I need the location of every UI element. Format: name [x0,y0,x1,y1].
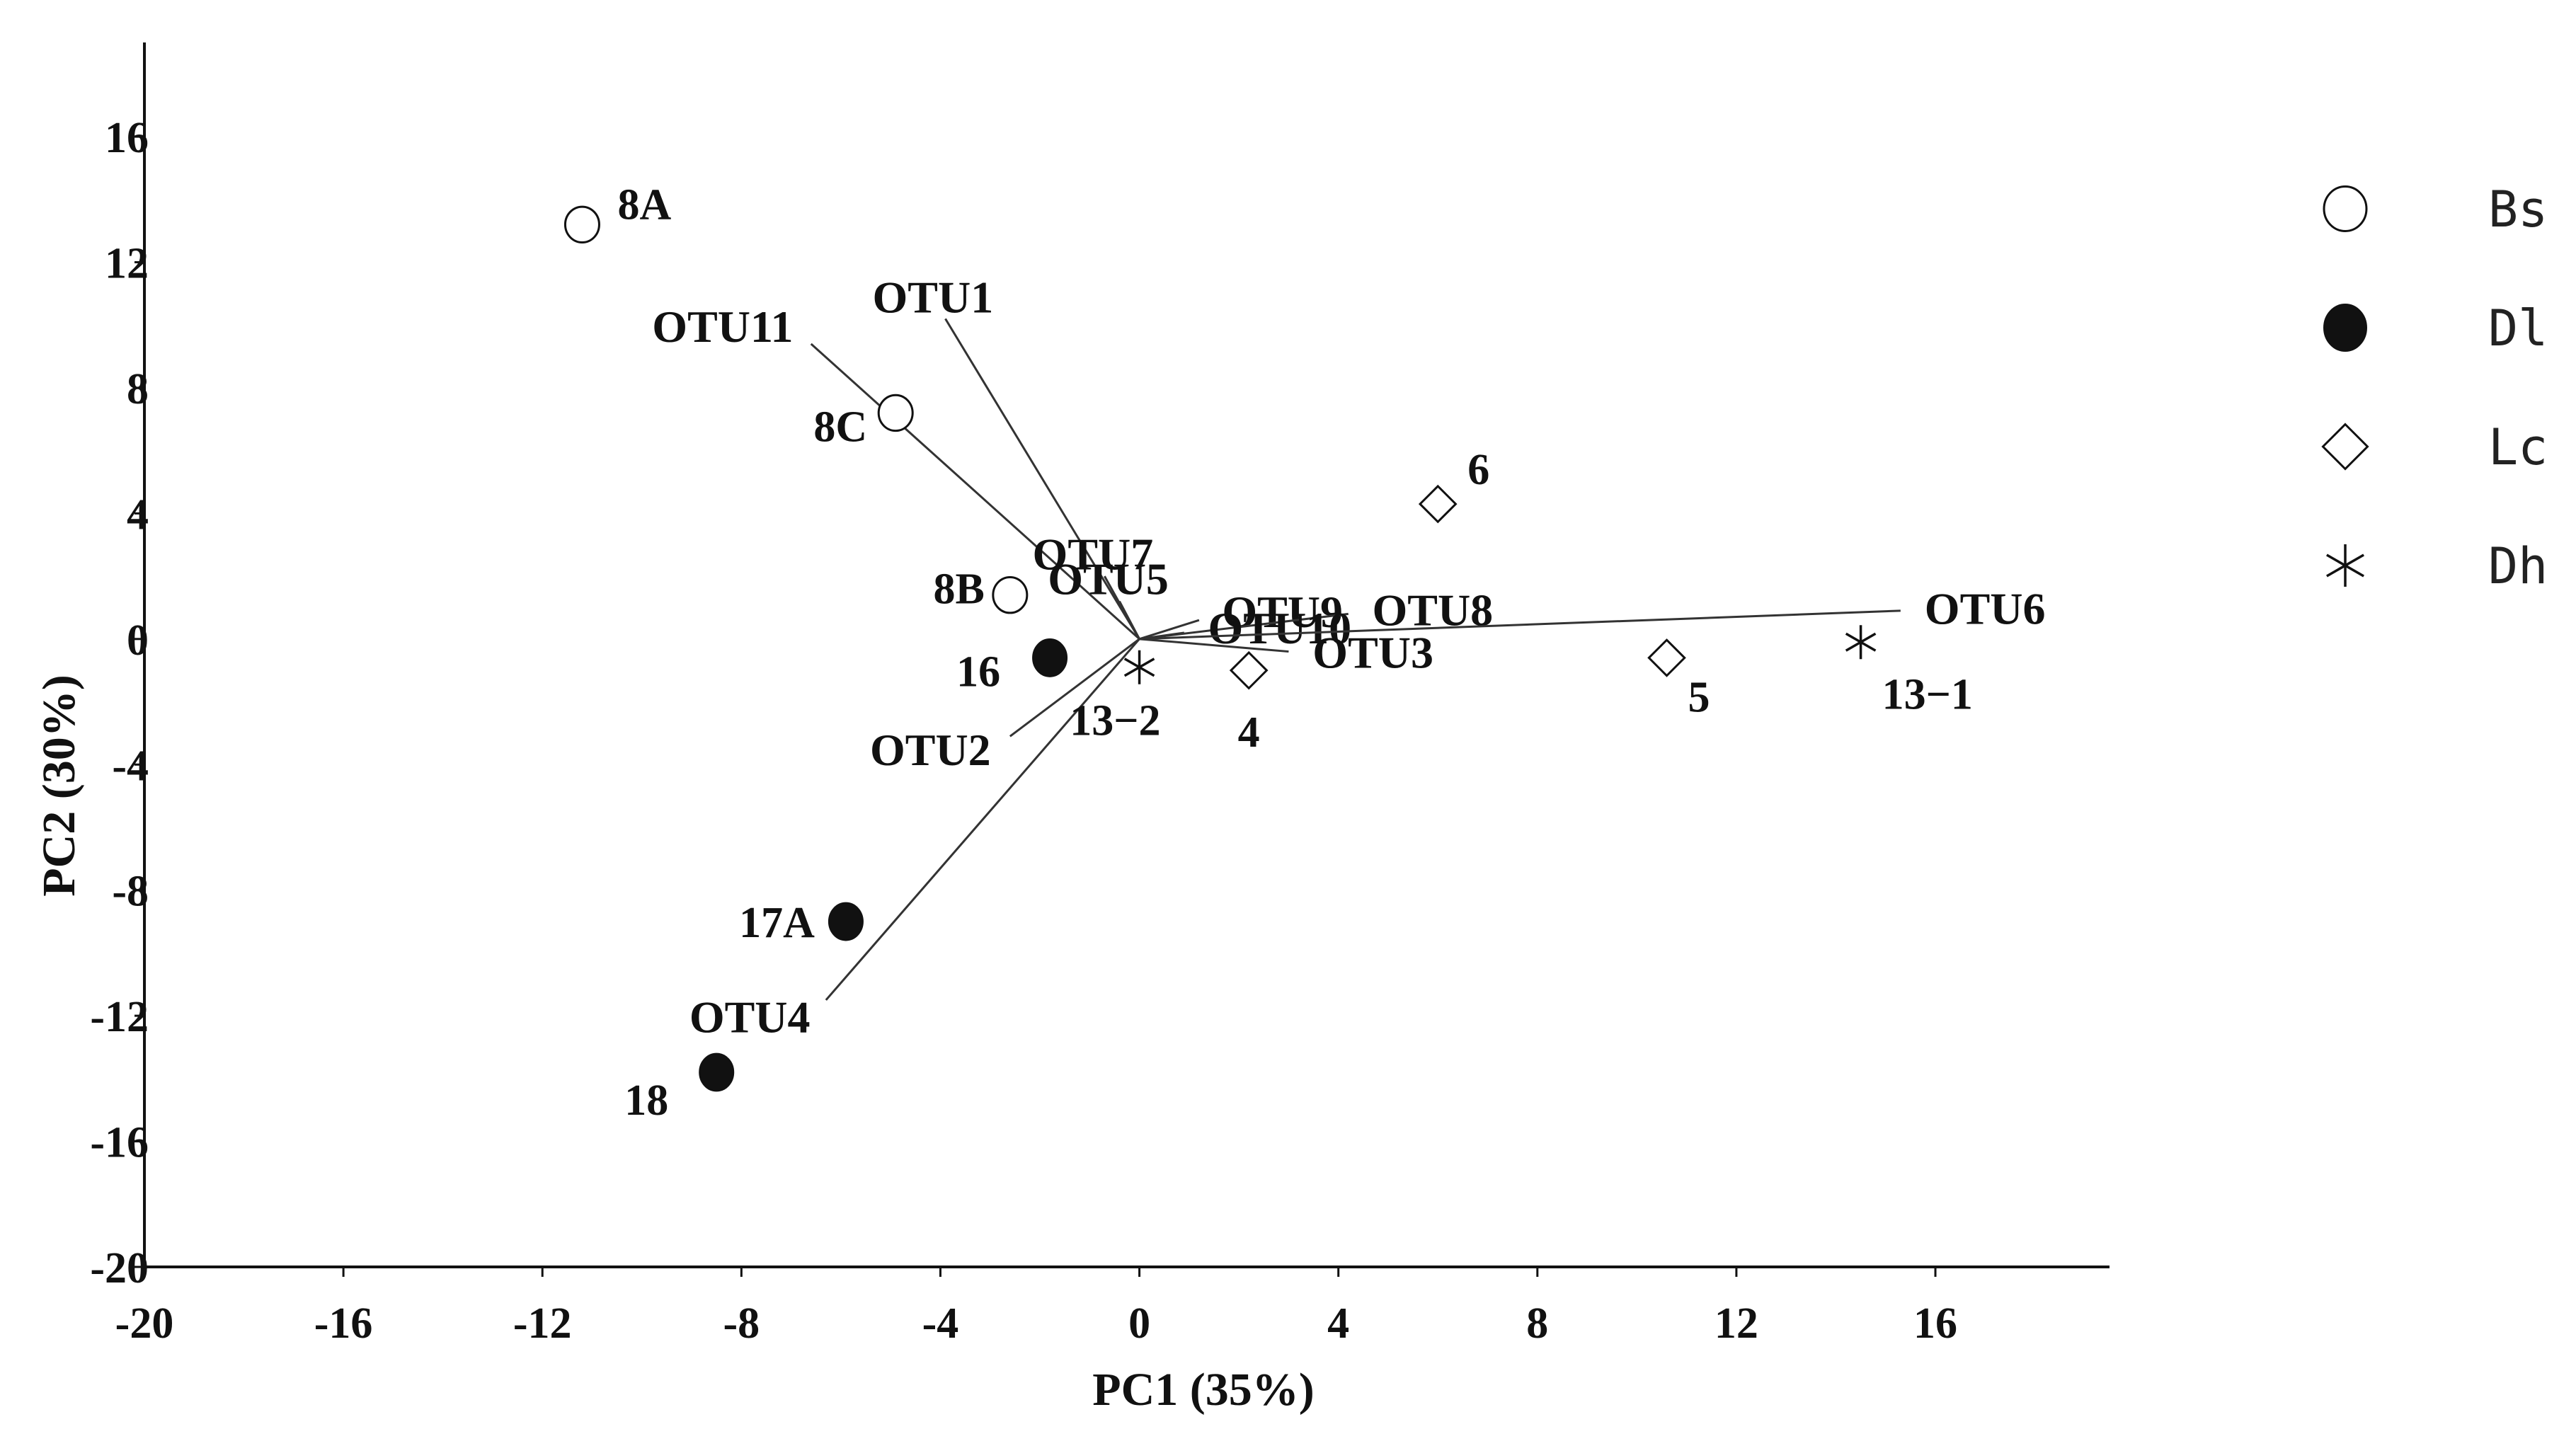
point-label: 8B [933,566,984,614]
loading-line-otu9 [1139,619,1200,641]
loading-line-otu3 [1139,638,1289,653]
x-tick-label: -12 [513,1299,572,1348]
point-dl-3 [699,1052,735,1092]
point-label: 6 [1467,446,1489,494]
legend-marker-lc [2321,423,2369,471]
y-tick-label: -8 [112,868,149,916]
point-lc-3 [1647,638,1686,677]
y-tick-label: -20 [90,1244,149,1292]
loading-label-otu2: OTU2 [870,725,991,775]
loading-line-otu11 [810,343,1140,640]
point-bs-2 [877,394,914,432]
tick-labels: -20 -16 -12 -8 -4 0 4 8 12 16 16 12 8 4 0 -4 -8 -12 -16 -20 [90,114,1957,1348]
loading-label-otu5: OTU5 [1048,554,1169,604]
point-bs-1 [563,205,600,243]
loading-label-otu3: OTU3 [1312,627,1433,677]
y-tick-label: 16 [105,114,149,162]
point-label: 4 [1238,708,1260,757]
point-label: 18 [624,1077,668,1125]
x-tick-label: 0 [1128,1299,1150,1348]
y-axis-title: PC2 (30%) [33,675,85,896]
point-label: 16 [956,648,1000,696]
y-tick-label: 8 [127,365,149,413]
loading-label-otu10: OTU10 [1208,603,1351,653]
y-tick-label: -16 [90,1119,149,1167]
legend-marker-dh [2326,544,2364,587]
x-tick-label: 16 [1913,1299,1957,1348]
x-tick-label: -8 [723,1299,760,1348]
point-dl-2 [828,902,864,941]
x-tick-label: 4 [1327,1299,1349,1348]
point-dl-1 [1032,638,1068,677]
x-tick-label: -20 [115,1299,174,1348]
sample-points: 8A 8C 8B 16 17A 18 6 4 5 13−2 13−1 [563,180,1973,1125]
legend-label-bs: Bs [2488,180,2548,239]
legend-label-dh: Dh [2488,537,2548,595]
loading-label-otu6: OTU6 [1925,584,2046,634]
point-label: 13−2 [1070,697,1160,745]
loading-label-otu9: OTU9 [1222,587,1343,637]
legend-label-dl: Dl [2488,299,2548,357]
loading-line-otu6 [1139,609,1901,641]
point-label: 17A [739,899,815,947]
legend-label-lc: Lc [2488,418,2548,476]
point-dh-2 [1845,625,1877,660]
y-tick-label: -12 [90,993,149,1041]
y-tick-label: 12 [105,240,149,288]
loading-label-otu1: OTU1 [873,272,994,322]
x-tick-label: -16 [314,1299,373,1348]
legend-marker-bs [2323,185,2368,232]
x-tick-label: -4 [922,1299,959,1348]
point-label: 8A [617,180,671,229]
tick-marks [134,135,1937,1277]
loading-line-otu2 [1009,638,1140,738]
point-label: 8C [813,403,867,451]
point-label: 13−1 [1882,670,1973,718]
point-lc-1 [1418,484,1458,524]
loading-line-otu5 [1118,600,1140,640]
x-tick-label: 12 [1715,1299,1758,1348]
y-tick-label: 4 [127,490,149,539]
loading-label-otu11: OTU11 [652,302,793,352]
y-tick-label: 0 [127,616,149,665]
axes [143,42,2110,1268]
x-tick-label: 8 [1526,1299,1548,1348]
y-tick-label: -4 [112,742,149,790]
loading-label-otu7: OTU7 [1033,529,1154,579]
loading-label-otu4: OTU4 [689,992,811,1043]
point-lc-2 [1229,650,1269,690]
point-label: 5 [1688,673,1710,721]
legend-marker-dl [2323,304,2367,352]
loading-line-otu4 [825,638,1140,1001]
point-bs-3 [992,576,1029,614]
loading-line-otu1 [944,318,1140,640]
point-dh-1 [1123,650,1155,684]
x-axis-title: PC1 (35%) [1092,1364,1314,1416]
legend: Bs Dl Lc Dh [2321,180,2548,595]
